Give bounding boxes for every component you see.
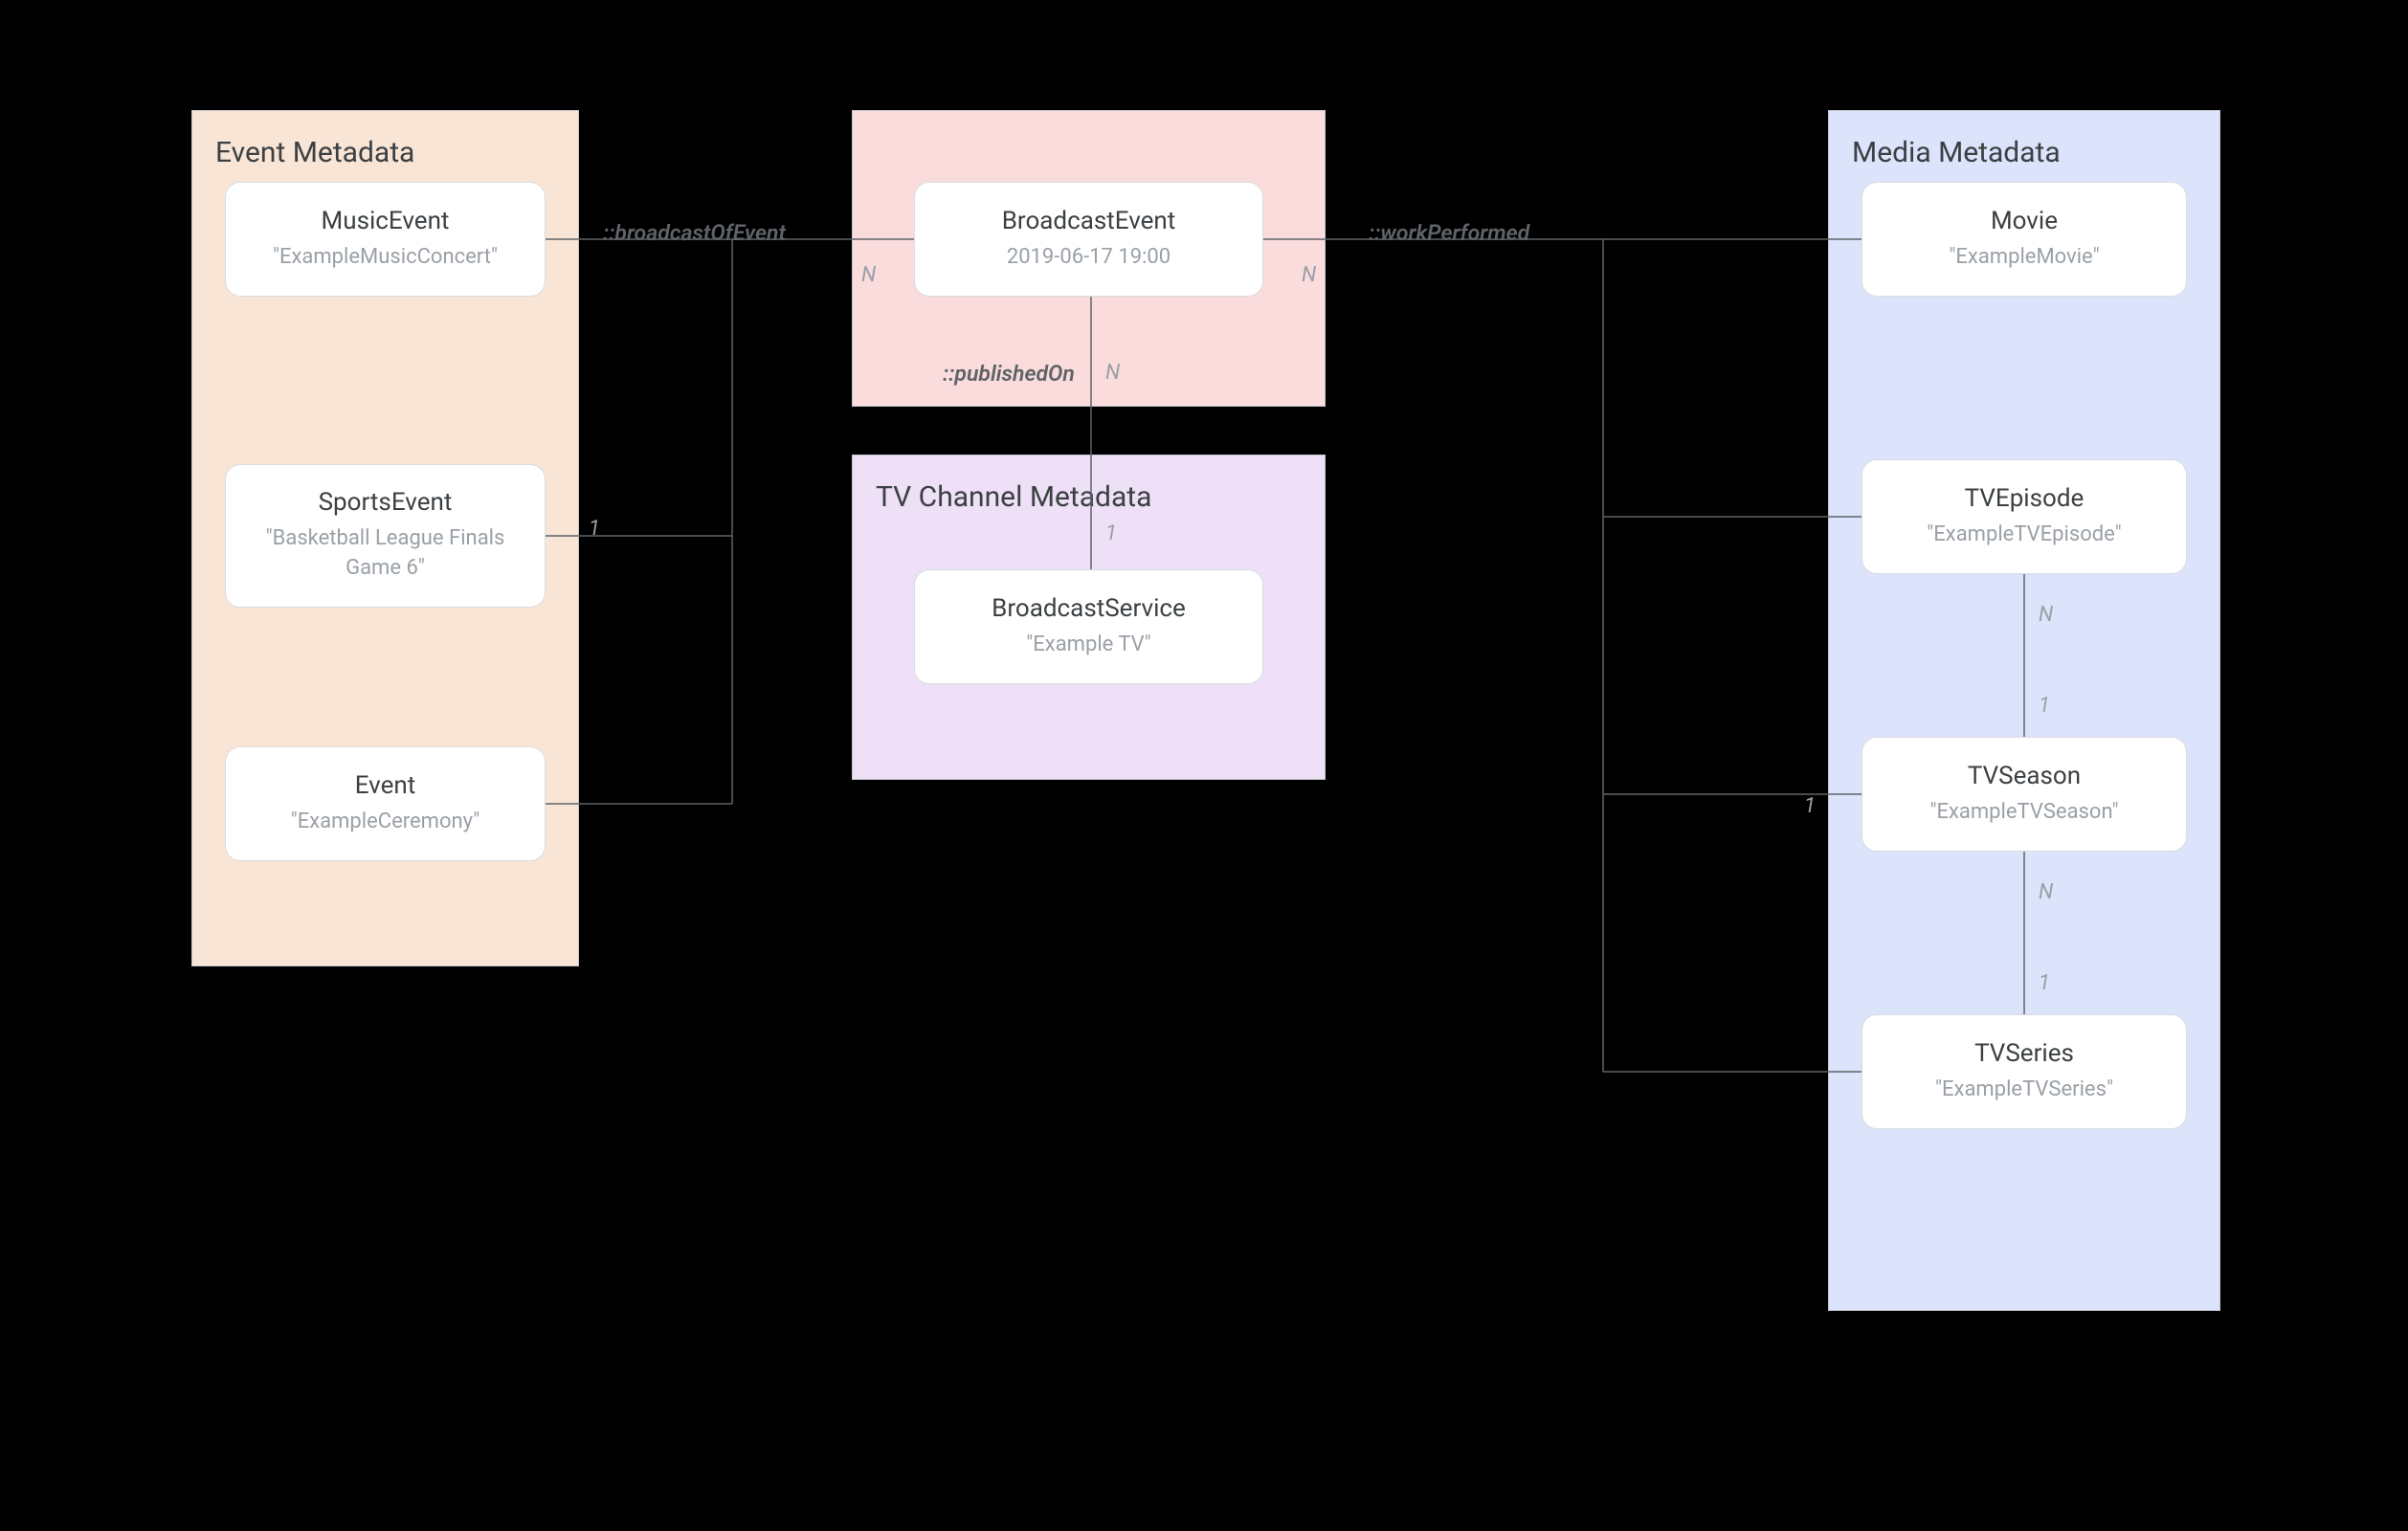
edge-label-work-performed: ::workPerformed (1369, 220, 1529, 246)
node-subtitle: "ExampleTVSeason" (1929, 798, 2118, 828)
node-subtitle: 2019-06-17 19:00 (1007, 243, 1171, 273)
node-title: TVEpisode (1965, 484, 2085, 513)
panel-title: TV Channel Metadata (876, 478, 1302, 516)
cardinality-label: N (2039, 880, 2053, 904)
node-title: TVSeries (1974, 1039, 2074, 1068)
cardinality-label: N (861, 263, 876, 287)
node-title: TVSeason (1968, 762, 2081, 790)
cardinality-label: 1 (1105, 521, 1117, 545)
node-subtitle: "Example TV" (1026, 631, 1150, 660)
edge-label-published-on: ::publishedOn (943, 361, 1075, 387)
node-subtitle: "Basketball League Finals Game 6" (247, 524, 524, 584)
node-title: BroadcastEvent (1002, 207, 1176, 235)
node-subtitle: "ExampleMovie" (1949, 243, 2099, 273)
edge-label-broadcast-of-event: ::broadcastOfEvent (603, 220, 786, 246)
cardinality-label: 1 (2039, 971, 2050, 995)
node-title: Movie (1991, 207, 2058, 235)
node-sports-event: SportsEvent "Basketball League Finals Ga… (225, 464, 546, 608)
cardinality-label: N (1105, 361, 1120, 385)
node-tv-series: TVSeries "ExampleTVSeries" (1862, 1014, 2187, 1129)
cardinality-label: 1 (2039, 694, 2050, 718)
node-movie: Movie "ExampleMovie" (1862, 182, 2187, 297)
node-title: Event (355, 771, 416, 800)
node-title: SportsEvent (319, 488, 453, 517)
node-event: Event "ExampleCeremony" (225, 746, 546, 861)
panel-title: Event Metadata (215, 134, 555, 171)
node-tv-episode: TVEpisode "ExampleTVEpisode" (1862, 459, 2187, 574)
cardinality-label: N (1302, 263, 1316, 287)
cardinality-label: 1 (1804, 794, 1816, 818)
node-music-event: MusicEvent "ExampleMusicConcert" (225, 182, 546, 297)
node-subtitle: "ExampleTVSeries" (1935, 1076, 2113, 1105)
node-subtitle: "ExampleCeremony" (291, 808, 480, 837)
node-subtitle: "ExampleMusicConcert" (273, 243, 498, 273)
diagram-canvas: Event Metadata TV Channel Metadata Media… (191, 110, 2220, 1421)
node-broadcast-event: BroadcastEvent 2019-06-17 19:00 (914, 182, 1263, 297)
node-title: BroadcastService (992, 594, 1186, 623)
node-title: MusicEvent (322, 207, 450, 235)
cardinality-label: N (2039, 603, 2053, 627)
panel-title: Media Metadata (1852, 134, 2196, 171)
node-tv-season: TVSeason "ExampleTVSeason" (1862, 737, 2187, 852)
node-subtitle: "ExampleTVEpisode" (1927, 521, 2121, 550)
cardinality-label: 1 (589, 517, 600, 541)
node-broadcast-service: BroadcastService "Example TV" (914, 569, 1263, 684)
